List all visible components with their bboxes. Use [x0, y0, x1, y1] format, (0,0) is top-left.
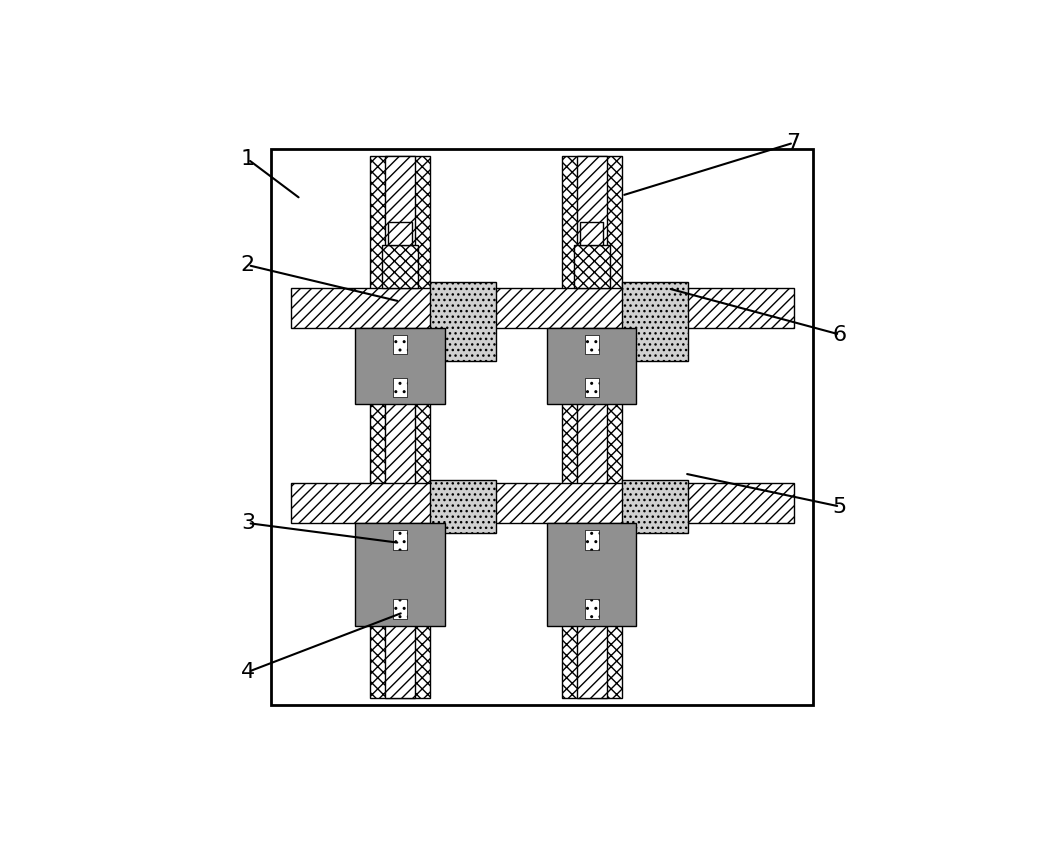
- Text: 5: 5: [833, 497, 847, 516]
- Bar: [430, 480, 496, 533]
- Bar: [547, 523, 637, 625]
- Bar: [393, 530, 407, 550]
- Bar: [622, 480, 688, 533]
- Bar: [382, 246, 418, 289]
- Bar: [585, 378, 599, 398]
- Bar: [355, 328, 444, 404]
- Bar: [271, 149, 814, 705]
- Bar: [547, 328, 637, 404]
- Bar: [355, 523, 444, 625]
- Bar: [585, 600, 599, 619]
- Bar: [562, 156, 622, 698]
- Bar: [385, 156, 415, 698]
- Bar: [370, 156, 430, 698]
- Text: 1: 1: [241, 149, 255, 169]
- Bar: [393, 335, 407, 355]
- Bar: [430, 282, 496, 361]
- Bar: [585, 335, 599, 355]
- Bar: [573, 246, 610, 289]
- Bar: [291, 484, 794, 523]
- Bar: [577, 156, 606, 698]
- Bar: [393, 600, 407, 619]
- Text: 4: 4: [241, 662, 255, 682]
- Text: 2: 2: [241, 255, 255, 275]
- Text: 7: 7: [786, 133, 801, 153]
- Text: 6: 6: [833, 325, 847, 344]
- Bar: [585, 530, 599, 550]
- Bar: [291, 289, 794, 328]
- Bar: [393, 378, 407, 398]
- Bar: [388, 222, 412, 246]
- Bar: [580, 222, 603, 246]
- Text: 3: 3: [241, 513, 255, 533]
- Bar: [622, 282, 688, 361]
